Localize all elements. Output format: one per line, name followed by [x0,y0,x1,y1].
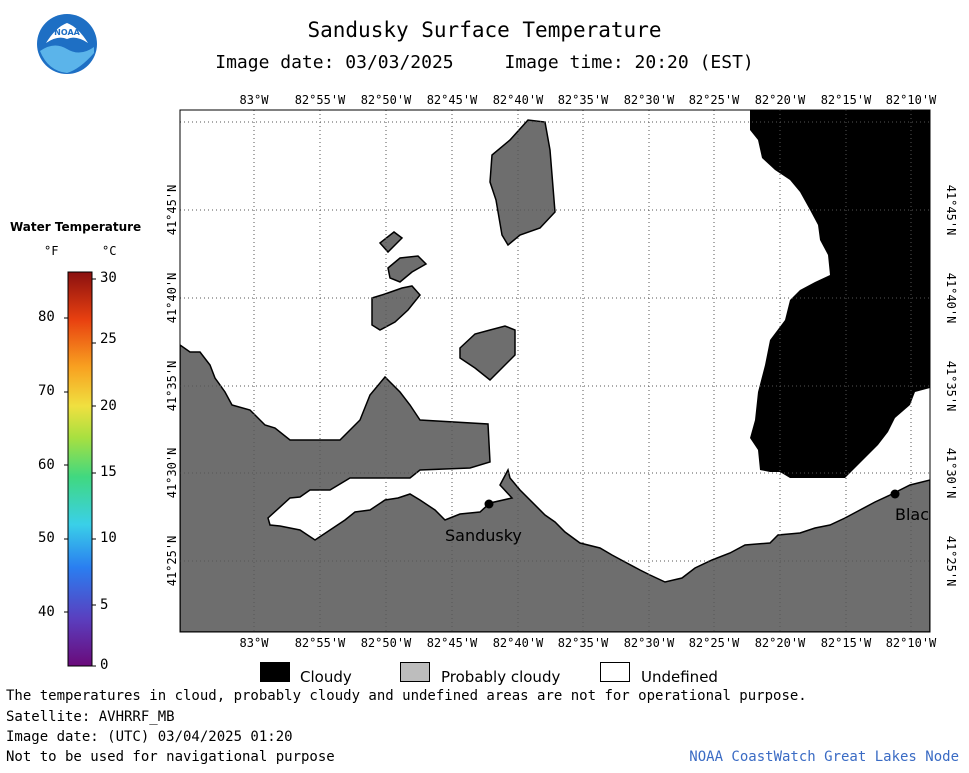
scale-label-c: 15 [100,464,117,480]
key-swatch-undefined [600,662,630,682]
lat-labels-right: 41°45'N 41°40'N 41°35'N 41°30'N 41°25'N [944,185,958,587]
logo-text: NOAA [54,28,80,37]
key-label-probably-cloudy: Probably cloudy [441,668,561,686]
lon-label: 82°45'W [427,93,478,107]
lon-label: 82°20'W [755,636,806,650]
lat-label: 41°25'N [944,536,958,587]
scale-label-c: 20 [100,398,117,414]
map-subtitle: Image date: 03/03/2025 Image time: 20:20… [0,52,969,73]
legend-title: Water Temperature [10,220,142,234]
lat-label: 41°45'N [944,185,958,236]
credit-link[interactable]: NOAA CoastWatch Great Lakes Node [689,749,959,765]
lon-label: 82°35'W [558,636,609,650]
scale-label-f: 60 [38,457,55,473]
island-mid-west [371,285,421,331]
lon-label: 82°30'W [624,93,675,107]
scale-label-c: 10 [100,530,117,546]
map-frame [179,109,931,633]
footer-utc-date: Image date: (UTC) 03/04/2025 01:20 [6,729,293,745]
key-swatch-cloudy [260,662,290,682]
lon-label: 83°W [240,636,270,650]
lon-label: 83°W [240,93,270,107]
scale-label-f: 50 [38,530,55,546]
lat-label: 41°35'N [165,361,179,412]
map-title: Sandusky Surface Temperature [307,18,662,42]
lat-label: 41°40'N [165,273,179,324]
lon-label: 82°55'W [295,636,346,650]
noaa-logo-icon: NOAA [37,14,97,74]
key-label-undefined: Undefined [641,668,718,686]
scale-label-c: 30 [100,270,117,286]
lat-label: 41°40'N [944,273,958,324]
mainland-south-shore [180,344,930,632]
island-small [387,255,428,283]
place-dot-sandusky [484,499,494,509]
scale-label-f: 70 [38,383,55,399]
scale-label-f: 40 [38,604,55,620]
legend-unit-c: °C [102,244,117,258]
image-time: Image time: 20:20 (EST) [504,52,754,73]
graticule [180,110,930,632]
scale-label-f: 80 [38,309,55,325]
lat-label: 41°30'N [944,448,958,499]
lon-label: 82°45'W [427,636,478,650]
lon-label: 82°25'W [689,636,740,650]
place-label-blac: Blac [895,505,929,524]
footer-satellite: Satellite: AVHRRF_MB [6,709,175,725]
scale-label-c: 0 [100,657,109,673]
lat-label: 41°25'N [165,536,179,587]
lon-label: 82°10'W [886,636,937,650]
place-dot-blac [890,489,900,499]
key-swatch-probably-cloudy [400,662,430,682]
lon-label: 82°10'W [886,93,937,107]
lon-label: 82°35'W [558,93,609,107]
lat-labels-left: 41°45'N 41°40'N 41°35'N 41°30'N 41°25'N [165,185,179,587]
lon-label: 82°20'W [755,93,806,107]
lon-labels-top: 83°W 82°55'W 82°50'W 82°45'W 82°40'W 82°… [240,93,938,107]
lon-label: 82°55'W [295,93,346,107]
lon-label: 82°25'W [689,93,740,107]
lon-label: 82°40'W [493,93,544,107]
lon-label: 82°40'W [493,636,544,650]
lat-label: 41°35'N [944,361,958,412]
key-label-cloudy: Cloudy [300,668,352,686]
lat-label: 41°30'N [165,448,179,499]
lat-label: 41°45'N [165,185,179,236]
lon-label: 82°15'W [821,636,872,650]
place-label-sandusky: Sandusky [445,526,522,545]
lon-label: 82°15'W [821,93,872,107]
lon-label: 82°30'W [624,636,675,650]
lon-label: 82°50'W [361,93,412,107]
legend-unit-f: °F [44,244,59,258]
footer-navigation-warning: Not to be used for navigational purpose [6,749,335,765]
temperature-scale-bar [67,271,93,667]
scale-label-c: 5 [100,597,109,613]
image-date: Image date: 03/03/2025 [215,52,454,73]
lon-labels-bottom: 83°W 82°55'W 82°50'W 82°45'W 82°40'W 82°… [240,636,938,650]
scale-ticks [64,278,96,667]
scale-label-c: 25 [100,331,117,347]
lon-label: 82°50'W [361,636,412,650]
footer-disclaimer: The temperatures in cloud, probably clou… [6,688,807,704]
island-mid [459,325,516,382]
